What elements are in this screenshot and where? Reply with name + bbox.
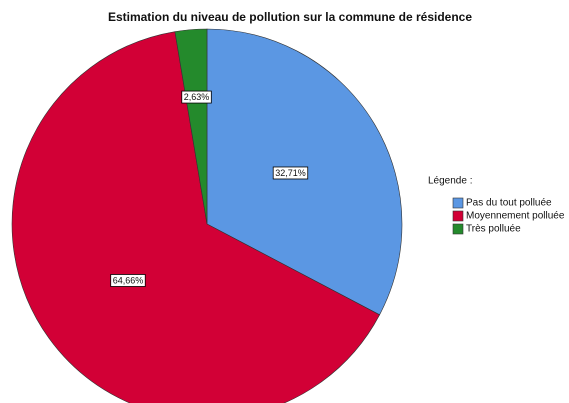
legend-label: Pas du tout polluée	[466, 198, 552, 209]
data-label: 32,71%	[275, 168, 306, 178]
legend-title: Légende :	[428, 176, 473, 187]
pie-slice	[11, 31, 380, 403]
data-label: 64,66%	[113, 275, 144, 285]
data-label-box	[110, 274, 146, 287]
data-label: 2,63%	[184, 92, 210, 102]
legend-label: Très polluée	[466, 224, 521, 235]
pie-slice	[174, 28, 208, 225]
data-label-box	[181, 90, 212, 104]
legend-label: Moyennement polluée	[466, 211, 565, 222]
legend-swatch	[452, 210, 464, 222]
legend-swatch	[452, 223, 464, 235]
chart-title: Estimation du niveau de pollution sur la…	[108, 10, 472, 24]
data-label-box	[272, 166, 309, 180]
legend-swatch	[452, 197, 464, 209]
